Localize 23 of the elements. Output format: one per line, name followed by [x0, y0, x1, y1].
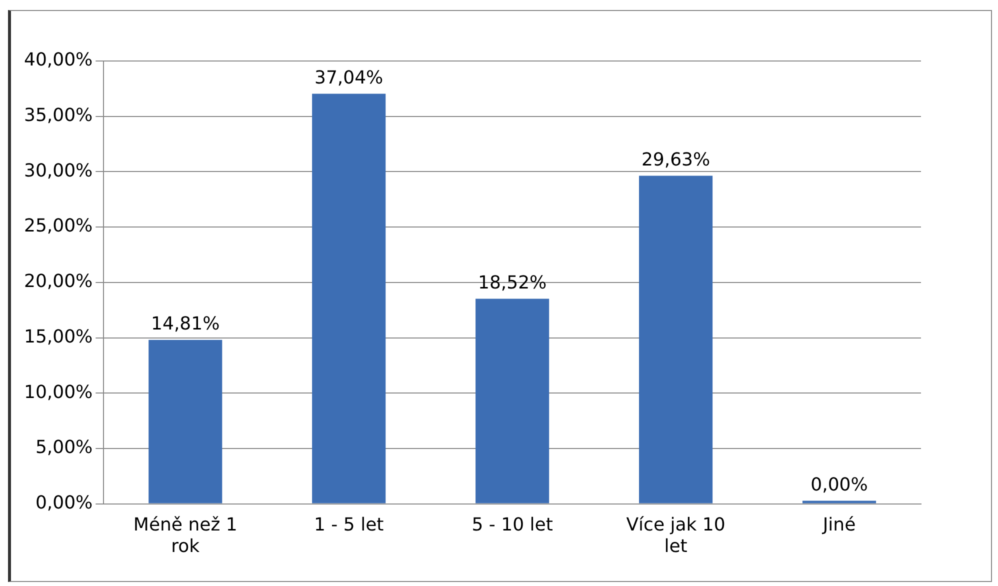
y-tick-label: 25,00%	[24, 216, 93, 237]
y-tick-label: 20,00%	[24, 271, 93, 292]
bar	[476, 298, 550, 504]
x-tick-label: 5 - 10 let	[472, 514, 553, 536]
data-label: 37,04%	[314, 67, 384, 88]
y-tick-label: 15,00%	[24, 326, 93, 348]
y-tick-label: 35,00%	[24, 105, 93, 126]
data-label: 18,52%	[478, 272, 547, 294]
y-tick-label: 5,00%	[35, 437, 93, 458]
data-label: 29,63%	[641, 149, 710, 170]
y-tick-label: 10,00%	[24, 382, 93, 403]
data-label: 0,00%	[810, 474, 868, 496]
x-tick-label: Více jak 10 let	[626, 514, 726, 557]
bar	[312, 94, 386, 504]
x-tick-label: Jiné	[822, 514, 856, 536]
x-tick-label: 1 - 5 let	[314, 514, 384, 536]
bar	[148, 340, 222, 504]
data-label: 14,81%	[151, 314, 220, 335]
y-tick-label: 0,00%	[35, 492, 93, 514]
bar	[639, 176, 713, 504]
y-tick-label: 40,00%	[24, 50, 93, 71]
x-tick-label: Méně než 1 rok	[133, 514, 238, 557]
y-tick-label: 30,00%	[24, 160, 93, 182]
